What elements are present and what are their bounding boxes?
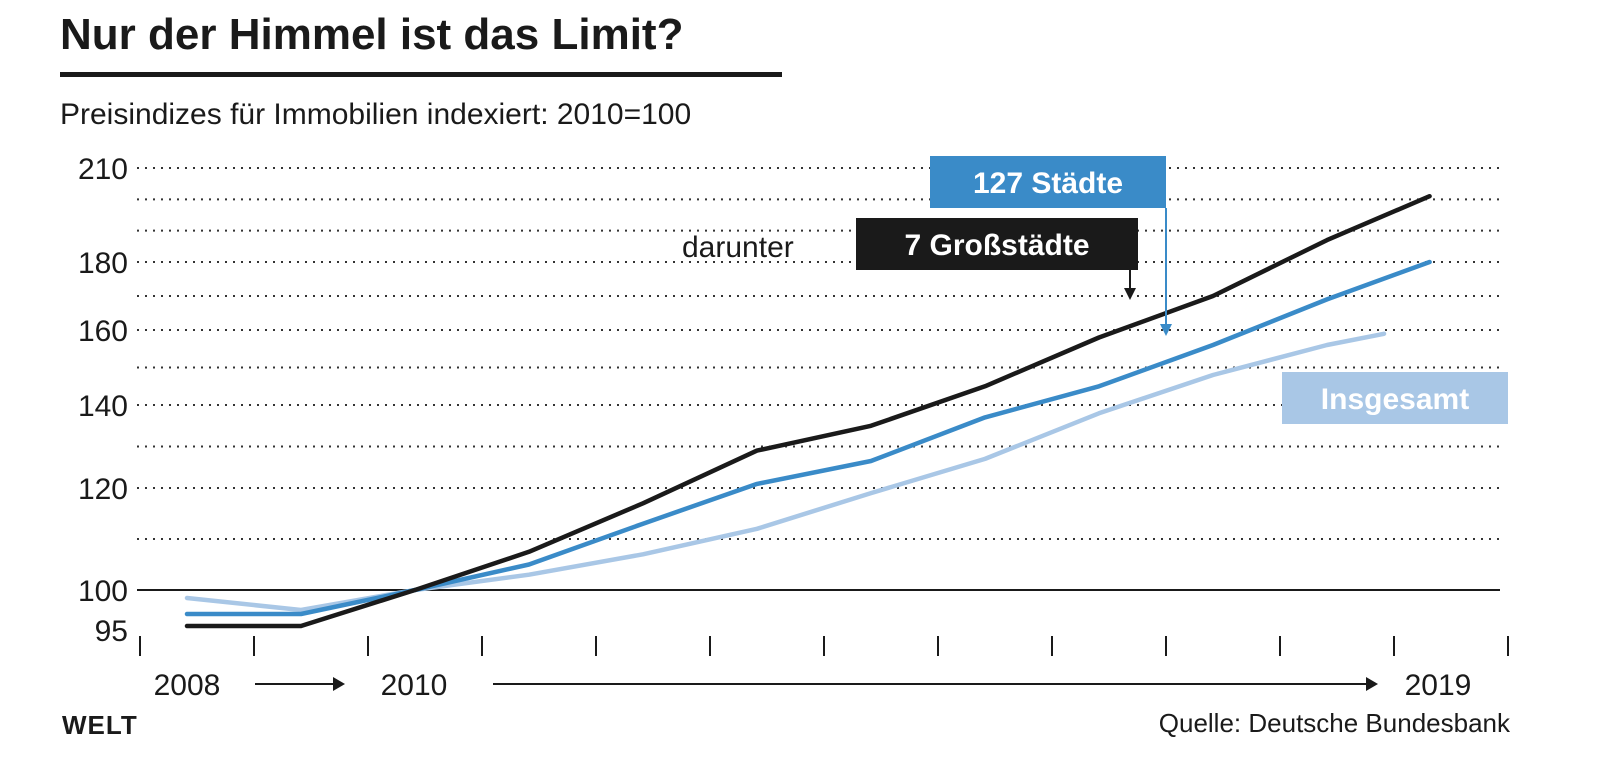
grossstaedte-label-text: 7 Großstädte <box>904 229 1089 262</box>
source-note: Quelle: Deutsche Bundesbank <box>1158 708 1510 738</box>
timeline-arrow-head <box>333 677 345 691</box>
staedte127-pointer-head <box>1160 324 1172 336</box>
darunter-annotation: darunter <box>682 231 794 264</box>
y-tick-label: 100 <box>78 575 128 608</box>
chart-title: Nur der Himmel ist das Limit? <box>60 10 684 59</box>
grossstaedte-label-box <box>856 218 1138 270</box>
x-tick-label: 2019 <box>1405 669 1472 702</box>
y-axis-ticks: 95 100 120 140 160 180 210 <box>78 153 128 648</box>
series-line-grossstaedte <box>184 193 1432 629</box>
x-tick-label: 2010 <box>381 669 448 702</box>
title-underline <box>60 72 782 77</box>
series-layer <box>184 193 1432 629</box>
series-labels: darunter 7 Großstädte 127 Städte Insgesa… <box>682 156 1508 424</box>
staedte127-label-box <box>930 156 1166 208</box>
y-tick-label: 160 <box>78 315 128 348</box>
y-tick-label: 180 <box>78 247 128 280</box>
y-tick-label: 140 <box>78 390 128 423</box>
y-tick-label: 95 <box>95 615 128 648</box>
chart-subtitle: Preisindizes für Immobilien indexiert: 2… <box>60 98 692 131</box>
insgesamt-label: Insgesamt <box>1282 372 1508 424</box>
x-axis: 2008 2010 2019 <box>139 636 1509 702</box>
staedte127-label-text: 127 Städte <box>973 167 1123 200</box>
y-tick-label: 120 <box>78 473 128 506</box>
insgesamt-label-text: Insgesamt <box>1321 383 1469 416</box>
grossstaedte-label: 7 Großstädte <box>856 218 1138 300</box>
insgesamt-label-box <box>1282 372 1508 424</box>
x-tick-label: 2008 <box>154 669 221 702</box>
y-tick-label: 210 <box>78 153 128 186</box>
grossstaedte-pointer-head <box>1124 288 1136 300</box>
welt-logo: WELT <box>62 710 138 740</box>
staedte127-label: 127 Städte <box>930 156 1172 336</box>
timeline-arrow-head <box>1366 677 1378 691</box>
grid-layer <box>137 167 1500 591</box>
series-line-insgesamt <box>184 331 1387 613</box>
